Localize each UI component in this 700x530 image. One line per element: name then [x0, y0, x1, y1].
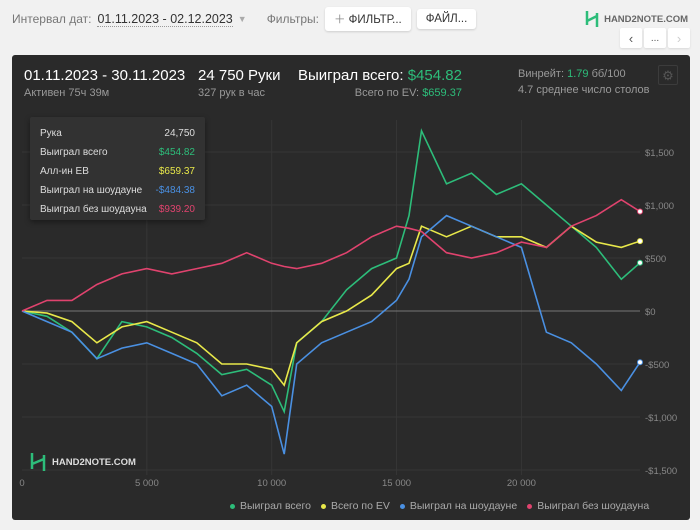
y-tick-label: $500 [645, 254, 666, 265]
x-tick-label: 5 000 [135, 478, 159, 489]
legend-label: Выиграл всего [240, 500, 311, 512]
tooltip-label: Выиграл на шоудауне [40, 185, 143, 196]
y-tick-label: $0 [645, 307, 656, 318]
legend-dot-icon [527, 503, 533, 509]
tooltip-row: Выиграл на шоудауне -$484.38 [40, 181, 195, 200]
tooltip-value: 24,750 [164, 128, 195, 139]
tooltip-value: -$484.38 [155, 185, 195, 196]
filters-label: Фильтры: [266, 12, 319, 26]
logo-text: HAND2NOTE.COM [604, 13, 688, 25]
tooltip-label: Рука [40, 128, 62, 139]
y-tick-label: -$500 [645, 360, 669, 371]
winrate-block: Винрейт: 1.79 бб/100 4.7 среднее число с… [518, 68, 650, 96]
y-tick-label: -$1,500 [645, 466, 677, 477]
ev-label: Всего по EV: [354, 87, 420, 99]
won-block: Выиграл всего: $454.82 Всего по EV: $659… [298, 67, 462, 99]
watermark: HAND2NOTE.COM [30, 452, 136, 472]
period: 01.11.2023 - 30.11.2023 [24, 67, 186, 84]
x-tick-label: 20 000 [507, 478, 536, 489]
tooltip-label: Выиграл всего [40, 147, 108, 158]
pager: ‹ ... › [620, 28, 690, 48]
hands-per-hour: 327 рук в час [198, 87, 266, 99]
x-tick-label: 15 000 [382, 478, 411, 489]
toolbar: Интервал дат: 01.11.2023 - 02.12.2023 ▼ … [12, 7, 477, 31]
legend-dot-icon [399, 503, 405, 509]
winrate-unit: бб/100 [591, 68, 626, 80]
series-line [21, 225, 641, 387]
tooltip-row: Рука 24,750 [40, 124, 195, 143]
filter-button-label: ФИЛЬТР... [348, 14, 402, 26]
legend-item[interactable]: Выиграл всего [230, 500, 311, 512]
series-line [21, 214, 641, 455]
tooltip-label: Алл-ин EB [40, 166, 89, 177]
chart-legend: Выиграл всего Всего по EV Выиграл на шоуда… [230, 500, 649, 512]
more-button[interactable]: ... [644, 28, 666, 48]
plus-icon: ＋ [333, 14, 349, 26]
active-time: Активен 75ч 39м [24, 87, 110, 99]
series-end-point [637, 238, 643, 245]
tooltip-value: $939.20 [158, 204, 195, 215]
logo: HAND2NOTE.COM [585, 10, 688, 28]
file-button[interactable]: ФАЙЛ... [416, 9, 477, 29]
winrate-value: 1.79 [567, 68, 589, 80]
ev-value: $659.37 [422, 87, 462, 99]
avg-tables: 4.7 среднее число столов [518, 84, 650, 96]
winrate-label: Винрейт: [518, 68, 565, 80]
period-block: 01.11.2023 - 30.11.2023 Активен 75ч 39м [24, 67, 185, 99]
tooltip-value: $454.82 [158, 147, 195, 158]
legend-label: Всего по EV [330, 500, 390, 512]
tooltip-label: Выиграл без шоудауна [40, 204, 147, 215]
legend-dot-icon [320, 503, 326, 509]
legend-label: Выиграл без шоудауна [537, 500, 650, 512]
series-end-point [637, 359, 643, 366]
date-interval-label: Интервал дат: [12, 12, 92, 26]
tooltip-value: $659.37 [158, 166, 195, 177]
hand2note-logo-icon [30, 453, 46, 471]
legend-label: Выиграл на шоудауне [409, 500, 518, 512]
chevron-left-icon[interactable]: ‹ [620, 28, 642, 48]
filter-button[interactable]: ＋ ФИЛЬТР... [324, 7, 411, 31]
hand2note-logo-icon [585, 11, 599, 27]
y-tick-label: $1,500 [645, 148, 674, 159]
hands-count: 24 750 Руки [198, 67, 281, 84]
watermark-text: HAND2NOTE.COM [52, 456, 136, 468]
series-end-point [637, 259, 643, 266]
x-tick-label: 10 000 [257, 478, 286, 489]
legend-item[interactable]: Выиграл без шоудауна [527, 500, 649, 512]
tooltip-row: Выиграл без шоудауна $939.20 [40, 200, 195, 219]
tooltip-row: Алл-ин EB $659.37 [40, 162, 195, 181]
legend-item[interactable]: Выиграл на шоудауне [399, 500, 518, 512]
chevron-right-icon[interactable]: › [668, 28, 690, 48]
series-end-point [637, 208, 643, 215]
y-tick-label: -$1,000 [645, 413, 677, 424]
legend-item[interactable]: Всего по EV [320, 500, 390, 512]
won-label: Выиграл всего: [298, 67, 404, 84]
y-tick-label: $1,000 [645, 201, 674, 212]
hands-block: 24 750 Руки 327 рук в час [198, 67, 281, 99]
gear-icon[interactable]: ⚙ [658, 65, 678, 85]
won-value: $454.82 [407, 67, 462, 84]
date-interval-select[interactable]: 01.11.2023 - 02.12.2023 [97, 11, 233, 27]
tooltip: Рука 24,750 Выиграл всего $454.82 Алл-ин EB $… [30, 117, 205, 220]
x-tick-label: 0 [19, 478, 24, 489]
chevron-down-icon[interactable]: ▼ [237, 14, 247, 24]
legend-dot-icon [230, 503, 235, 509]
tooltip-row: Выиграл всего $454.82 [40, 143, 195, 162]
series-line [21, 198, 641, 312]
